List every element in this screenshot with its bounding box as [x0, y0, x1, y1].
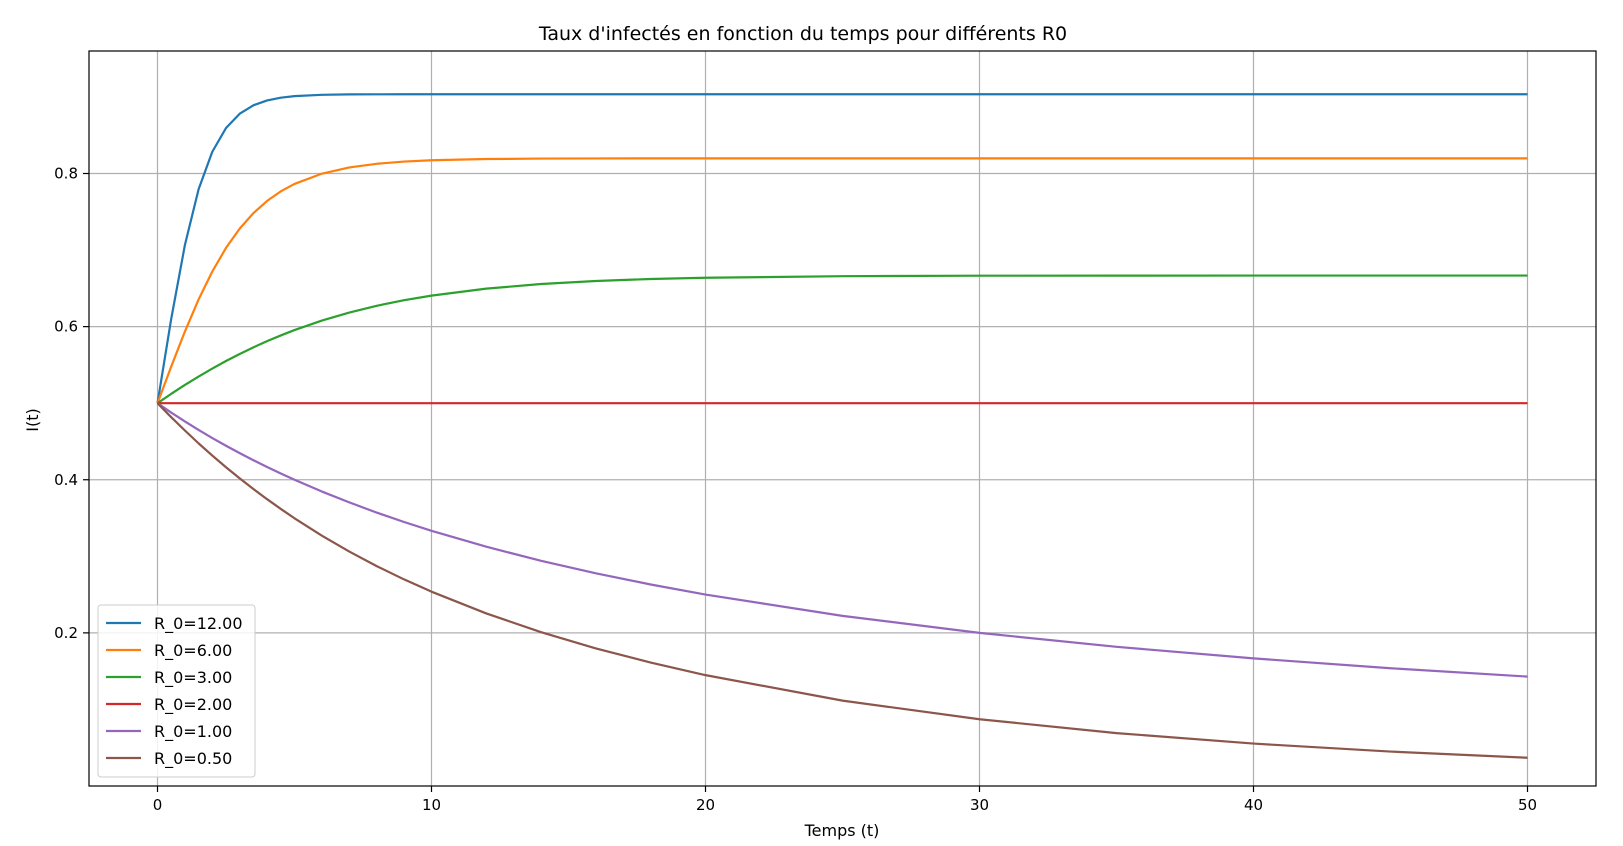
legend-box — [97, 604, 256, 778]
series-line-2 — [156, 274, 1528, 405]
series-line-4 — [156, 402, 1528, 678]
x-tick-label: 40 — [1244, 796, 1263, 814]
legend-entry-label: R_0=2.00 — [154, 695, 232, 715]
x-tick-label: 10 — [422, 796, 441, 814]
x-axis-label: Temps (t) — [804, 821, 880, 840]
y-tick-label: 0.8 — [54, 165, 78, 183]
legend-entry-label: R_0=6.00 — [154, 641, 232, 661]
axes-frame — [88, 50, 1597, 787]
series-line-5 — [156, 402, 1528, 759]
grid — [89, 51, 1596, 786]
series-lines — [156, 93, 1528, 759]
ticks: 0 10 20 30 40 50 0.2 0.4 0.6 0.8 — [54, 165, 1537, 815]
x-tick-label: 20 — [696, 796, 715, 814]
y-tick-label: 0.6 — [54, 318, 78, 336]
x-tick-label: 0 — [153, 796, 163, 814]
x-tick-label: 30 — [970, 796, 989, 814]
legend-entry-label: R_0=3.00 — [154, 668, 232, 688]
series-line-0 — [156, 93, 1528, 404]
legend: R_0=12.00 R_0=6.00 R_0=3.00 R_0=2.00 R_0=1.0… — [97, 604, 256, 778]
y-axis-label: I(t) — [23, 408, 42, 431]
chart-title: Taux d'infectés en fonction du temps pou… — [538, 23, 1067, 45]
legend-entry-label: R_0=1.00 — [154, 722, 232, 742]
y-tick-label: 0.4 — [54, 471, 78, 489]
y-tick-label: 0.2 — [54, 624, 78, 642]
x-tick-label: 50 — [1518, 796, 1537, 814]
series-line-1 — [156, 157, 1528, 404]
legend-entry-label: R_0=12.00 — [154, 614, 243, 634]
legend-entry-label: R_0=0.50 — [154, 749, 232, 769]
